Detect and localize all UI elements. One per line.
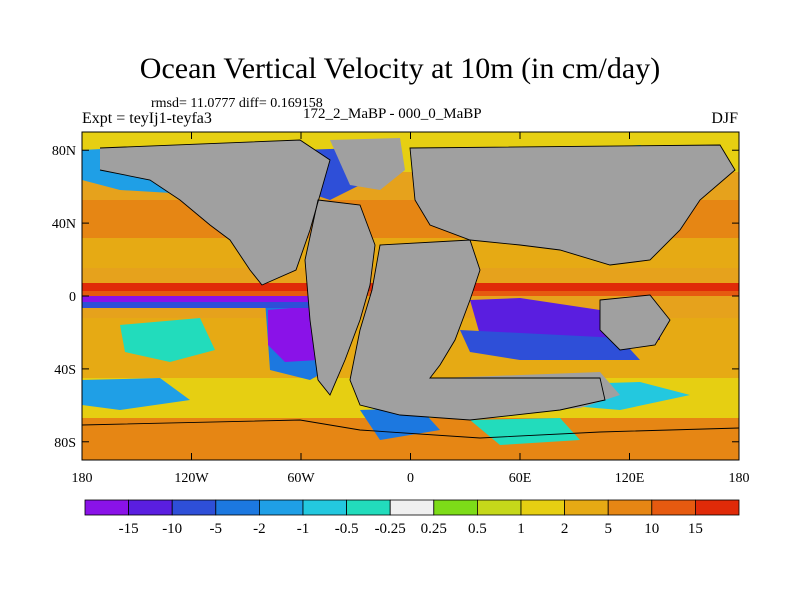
colorbar-swatch — [302, 499, 347, 516]
colorbar-label: 1 — [517, 521, 525, 537]
coastlines — [82, 139, 739, 439]
colorbar-swatch — [389, 499, 435, 516]
x-tick-label: 180 — [72, 471, 93, 486]
coastline-australia — [599, 294, 671, 351]
equatorial-south-blue-band — [82, 302, 322, 308]
land-north-america — [100, 140, 330, 285]
y-tick-label: 80N — [52, 144, 76, 159]
x-tick-label: 180 — [729, 471, 750, 486]
colorbar: -15 -10 -5 -2 -1 -0.5 -0.25 0.25 0.5 1 2 5 10 15 — [84, 499, 740, 537]
colorbar-swatch — [520, 499, 565, 516]
south-pacific-purple-region — [268, 306, 318, 362]
map-plot-area — [82, 132, 739, 460]
latitude-axis: 80N 40N 0 40S 80S — [52, 144, 739, 451]
coastline-america — [99, 139, 331, 286]
map-title: Ocean Vertical Velocity at 10m (in cm/da… — [139, 52, 661, 85]
land-africa-antarctica — [350, 240, 605, 420]
season-label: DJF — [711, 110, 738, 127]
y-tick-label: 0 — [69, 290, 76, 305]
colorbar-label: -10 — [162, 521, 182, 537]
colorbar-label: 0.25 — [421, 521, 447, 537]
colorbar-swatch — [84, 499, 129, 516]
colorbar-label: -5 — [210, 521, 223, 537]
y-tick-label: 40S — [54, 363, 76, 378]
colorbar-swatch — [433, 499, 478, 516]
colorbar-swatch — [564, 499, 609, 516]
colorbar-label: -2 — [253, 521, 266, 537]
colorbar-label: -1 — [297, 521, 310, 537]
longitude-axis: 180 120W 60W 0 60E 120E 180 — [72, 132, 750, 486]
colorbar-swatch — [476, 499, 522, 516]
colorbar-swatch — [171, 499, 217, 516]
colorbar-swatch — [215, 499, 260, 516]
coastline-antarctica — [82, 419, 739, 439]
colorbar-label: 5 — [604, 521, 612, 537]
experiment-label: Expt = teyIj1-teyfa3 — [82, 110, 212, 127]
colorbar-label: -0.5 — [335, 521, 359, 537]
colorbar-label: 0.5 — [468, 521, 487, 537]
colorbar-swatch — [695, 499, 740, 516]
x-tick-label: 60E — [509, 471, 532, 486]
colorbar-label: -15 — [119, 521, 139, 537]
equatorial-south-purple-band — [82, 296, 322, 302]
coastline-asia — [409, 144, 736, 266]
colorbar-swatch — [128, 499, 173, 516]
colorbar-label: -0.25 — [375, 521, 406, 537]
colorbar-swatch — [607, 499, 653, 516]
land-south-america — [305, 200, 375, 395]
period-label: 172_2_MaBP - 000_0_MaBP — [303, 106, 482, 122]
colorbar-swatch — [651, 499, 696, 516]
antarctic-coast-cyan — [470, 418, 580, 445]
colorbar-swatch — [258, 499, 304, 516]
x-tick-label: 120W — [174, 471, 209, 486]
statistics-label: rmsd= 11.0777 diff= 0.169158 — [151, 96, 323, 111]
south-pacific-cyan-region — [120, 318, 215, 362]
southern-ocean-blue-region — [82, 378, 190, 410]
colorbar-label: 10 — [644, 521, 659, 537]
x-tick-label: 60W — [287, 471, 315, 486]
land-eurasia — [410, 145, 735, 265]
land-australia — [600, 295, 670, 350]
land-antarctica-east — [440, 372, 620, 415]
x-tick-label: 120E — [615, 471, 645, 486]
x-tick-label: 0 — [407, 471, 414, 486]
land-greenland — [330, 138, 405, 190]
colorbar-swatch — [346, 499, 391, 516]
colorbar-label: 15 — [688, 521, 703, 537]
y-tick-label: 80S — [54, 436, 76, 451]
indian-ocean-blue-region — [460, 330, 640, 360]
coastline-eurasia-africa — [349, 239, 606, 421]
coastline-south-america — [304, 199, 376, 396]
colorbar-label: 2 — [561, 521, 569, 537]
y-tick-label: 40N — [52, 217, 76, 232]
